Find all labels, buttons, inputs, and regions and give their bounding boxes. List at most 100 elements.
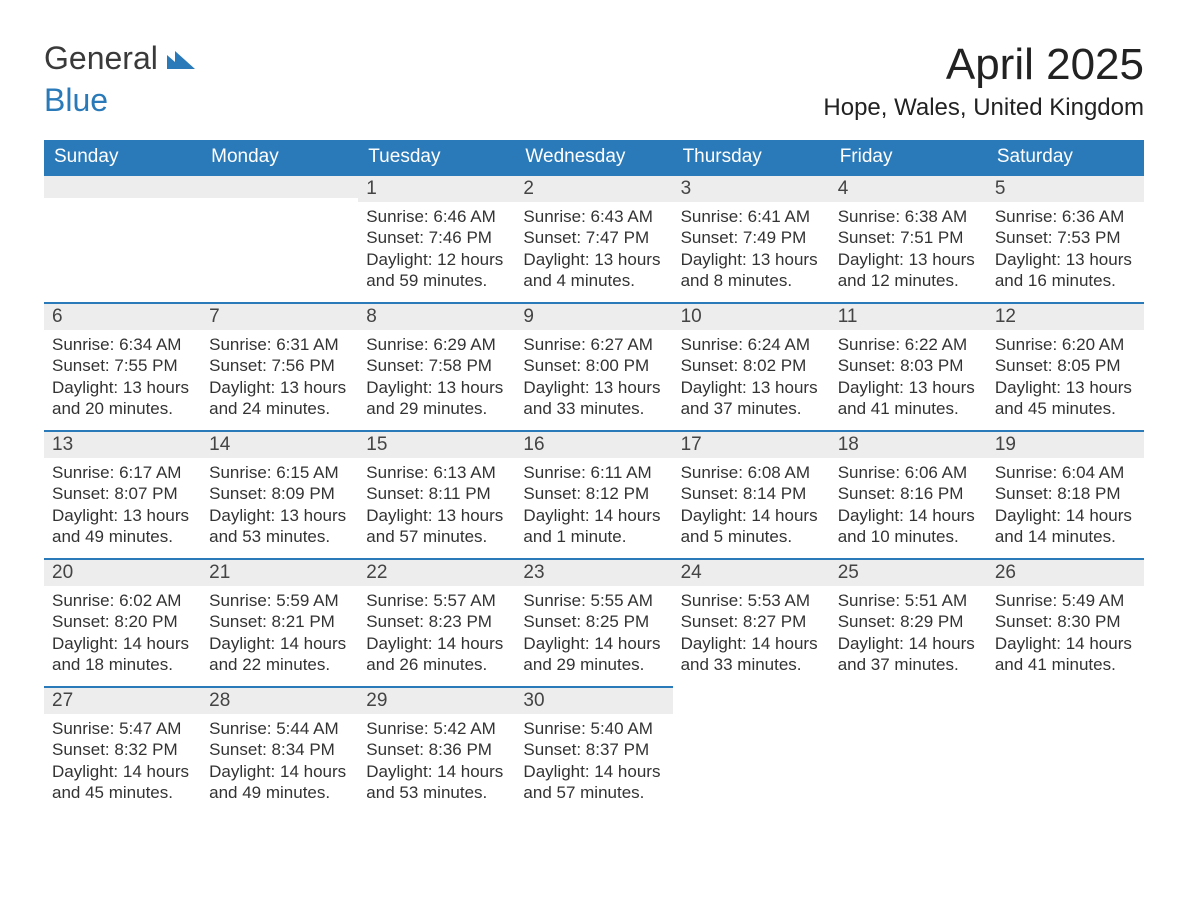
calendar-day: 7Sunrise: 6:31 AMSunset: 7:56 PMDaylight… — [201, 302, 358, 430]
day-number: 12 — [987, 302, 1144, 330]
calendar-day: 21Sunrise: 5:59 AMSunset: 8:21 PMDayligh… — [201, 558, 358, 686]
day-number: 7 — [201, 302, 358, 330]
logo-word-2: Blue — [44, 82, 195, 119]
sunrise-line: Sunrise: 6:34 AM — [52, 334, 193, 355]
page-subtitle: Hope, Wales, United Kingdom — [823, 94, 1144, 122]
sunset-line: Sunset: 8:20 PM — [52, 611, 193, 632]
sunrise-line: Sunrise: 5:44 AM — [209, 718, 350, 739]
day-number: 22 — [358, 558, 515, 586]
sunset-line: Sunset: 7:49 PM — [681, 227, 822, 248]
day-number: 11 — [830, 302, 987, 330]
calendar-week: 1Sunrise: 6:46 AMSunset: 7:46 PMDaylight… — [44, 174, 1144, 302]
daylight-line: Daylight: 13 hours and 33 minutes. — [523, 377, 664, 420]
sunset-line: Sunset: 7:55 PM — [52, 355, 193, 376]
logo-word-1: General — [44, 40, 158, 76]
daylight-line: Daylight: 14 hours and 5 minutes. — [681, 505, 822, 548]
calendar-day: 15Sunrise: 6:13 AMSunset: 8:11 PMDayligh… — [358, 430, 515, 558]
sunrise-line: Sunrise: 6:08 AM — [681, 462, 822, 483]
day-number: 5 — [987, 174, 1144, 202]
calendar-week: 27Sunrise: 5:47 AMSunset: 8:32 PMDayligh… — [44, 686, 1144, 814]
day-details: Sunrise: 5:55 AMSunset: 8:25 PMDaylight:… — [515, 586, 672, 685]
day-number: 30 — [515, 686, 672, 714]
sunrise-line: Sunrise: 6:46 AM — [366, 206, 507, 227]
sunrise-line: Sunrise: 6:27 AM — [523, 334, 664, 355]
day-number: 27 — [44, 686, 201, 714]
daylight-line: Daylight: 14 hours and 57 minutes. — [523, 761, 664, 804]
sunrise-line: Sunrise: 6:17 AM — [52, 462, 193, 483]
day-number: 10 — [673, 302, 830, 330]
day-number: 15 — [358, 430, 515, 458]
day-details: Sunrise: 6:24 AMSunset: 8:02 PMDaylight:… — [673, 330, 830, 429]
daylight-line: Daylight: 13 hours and 37 minutes. — [681, 377, 822, 420]
day-number: 9 — [515, 302, 672, 330]
day-details: Sunrise: 5:59 AMSunset: 8:21 PMDaylight:… — [201, 586, 358, 685]
sunrise-line: Sunrise: 6:31 AM — [209, 334, 350, 355]
day-number: 23 — [515, 558, 672, 586]
daylight-line: Daylight: 13 hours and 24 minutes. — [209, 377, 350, 420]
calendar-day: 14Sunrise: 6:15 AMSunset: 8:09 PMDayligh… — [201, 430, 358, 558]
day-number: 8 — [358, 302, 515, 330]
day-details: Sunrise: 6:31 AMSunset: 7:56 PMDaylight:… — [201, 330, 358, 429]
day-number — [201, 174, 358, 198]
day-number: 29 — [358, 686, 515, 714]
daylight-line: Daylight: 13 hours and 41 minutes. — [838, 377, 979, 420]
daylight-line: Daylight: 14 hours and 49 minutes. — [209, 761, 350, 804]
daylight-line: Daylight: 14 hours and 14 minutes. — [995, 505, 1136, 548]
day-details: Sunrise: 6:27 AMSunset: 8:00 PMDaylight:… — [515, 330, 672, 429]
day-number: 3 — [673, 174, 830, 202]
calendar-day — [830, 686, 987, 814]
day-details: Sunrise: 6:43 AMSunset: 7:47 PMDaylight:… — [515, 202, 672, 301]
sunrise-line: Sunrise: 5:47 AM — [52, 718, 193, 739]
daylight-line: Daylight: 14 hours and 41 minutes. — [995, 633, 1136, 676]
sunrise-line: Sunrise: 6:20 AM — [995, 334, 1136, 355]
day-details: Sunrise: 6:22 AMSunset: 8:03 PMDaylight:… — [830, 330, 987, 429]
day-number: 17 — [673, 430, 830, 458]
day-details: Sunrise: 6:11 AMSunset: 8:12 PMDaylight:… — [515, 458, 672, 557]
day-number: 2 — [515, 174, 672, 202]
day-details: Sunrise: 6:08 AMSunset: 8:14 PMDaylight:… — [673, 458, 830, 557]
sunset-line: Sunset: 7:51 PM — [838, 227, 979, 248]
weekday-friday: Friday — [830, 140, 987, 174]
sunrise-line: Sunrise: 6:41 AM — [681, 206, 822, 227]
sunset-line: Sunset: 8:29 PM — [838, 611, 979, 632]
sunrise-line: Sunrise: 6:38 AM — [838, 206, 979, 227]
sunset-line: Sunset: 8:34 PM — [209, 739, 350, 760]
daylight-line: Daylight: 14 hours and 53 minutes. — [366, 761, 507, 804]
sunset-line: Sunset: 8:03 PM — [838, 355, 979, 376]
calendar-day: 3Sunrise: 6:41 AMSunset: 7:49 PMDaylight… — [673, 174, 830, 302]
sunset-line: Sunset: 7:53 PM — [995, 227, 1136, 248]
calendar-table: SundayMondayTuesdayWednesdayThursdayFrid… — [44, 140, 1144, 814]
day-details: Sunrise: 5:49 AMSunset: 8:30 PMDaylight:… — [987, 586, 1144, 685]
calendar-day: 8Sunrise: 6:29 AMSunset: 7:58 PMDaylight… — [358, 302, 515, 430]
day-details: Sunrise: 5:57 AMSunset: 8:23 PMDaylight:… — [358, 586, 515, 685]
calendar-day — [673, 686, 830, 814]
sunrise-line: Sunrise: 6:02 AM — [52, 590, 193, 611]
sunrise-line: Sunrise: 5:59 AM — [209, 590, 350, 611]
sunset-line: Sunset: 8:11 PM — [366, 483, 507, 504]
day-details: Sunrise: 5:44 AMSunset: 8:34 PMDaylight:… — [201, 714, 358, 813]
sunrise-line: Sunrise: 6:36 AM — [995, 206, 1136, 227]
day-details: Sunrise: 6:20 AMSunset: 8:05 PMDaylight:… — [987, 330, 1144, 429]
day-number: 4 — [830, 174, 987, 202]
sunset-line: Sunset: 8:05 PM — [995, 355, 1136, 376]
day-details: Sunrise: 6:38 AMSunset: 7:51 PMDaylight:… — [830, 202, 987, 301]
calendar-day: 6Sunrise: 6:34 AMSunset: 7:55 PMDaylight… — [44, 302, 201, 430]
daylight-line: Daylight: 14 hours and 37 minutes. — [838, 633, 979, 676]
day-number: 6 — [44, 302, 201, 330]
daylight-line: Daylight: 14 hours and 33 minutes. — [681, 633, 822, 676]
sunset-line: Sunset: 8:18 PM — [995, 483, 1136, 504]
daylight-line: Daylight: 14 hours and 18 minutes. — [52, 633, 193, 676]
day-details: Sunrise: 6:46 AMSunset: 7:46 PMDaylight:… — [358, 202, 515, 301]
day-details: Sunrise: 6:17 AMSunset: 8:07 PMDaylight:… — [44, 458, 201, 557]
daylight-line: Daylight: 13 hours and 49 minutes. — [52, 505, 193, 548]
day-details: Sunrise: 6:36 AMSunset: 7:53 PMDaylight:… — [987, 202, 1144, 301]
sunrise-line: Sunrise: 6:15 AM — [209, 462, 350, 483]
day-number: 20 — [44, 558, 201, 586]
daylight-line: Daylight: 14 hours and 22 minutes. — [209, 633, 350, 676]
day-number: 21 — [201, 558, 358, 586]
daylight-line: Daylight: 12 hours and 59 minutes. — [366, 249, 507, 292]
day-number: 19 — [987, 430, 1144, 458]
weekday-saturday: Saturday — [987, 140, 1144, 174]
calendar-day — [201, 174, 358, 302]
calendar-day: 25Sunrise: 5:51 AMSunset: 8:29 PMDayligh… — [830, 558, 987, 686]
